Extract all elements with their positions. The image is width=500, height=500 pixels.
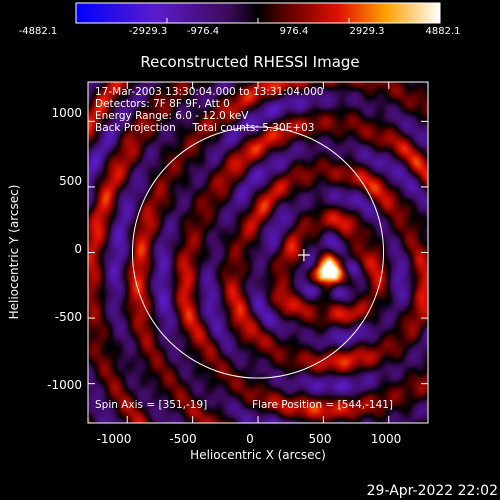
y-tick-label: 1000 bbox=[51, 106, 82, 120]
colorbar-tick-label: -4882.1 bbox=[18, 26, 58, 37]
x-tick-label: -500 bbox=[169, 432, 197, 446]
colorbar-tick-label: -976.4 bbox=[186, 26, 220, 37]
x-axis-label: Heliocentric X (arcsec) bbox=[190, 448, 326, 462]
y-tick-label: -500 bbox=[54, 310, 82, 324]
heatmap-canvas bbox=[88, 82, 428, 423]
observation-info: 17-Mar-2003 13:30:04.000 to 13:31:04.000… bbox=[95, 86, 323, 134]
heatmap-image bbox=[88, 82, 428, 423]
colorbar-tick-label: 976.4 bbox=[279, 26, 309, 37]
y-tick-label: -1000 bbox=[47, 378, 82, 392]
y-axis-label: Heliocentric Y (arcsec) bbox=[7, 184, 21, 320]
info-line-detectors: Detectors: 7F 8F 9F, Att 0 bbox=[95, 98, 230, 110]
x-tick-label: -1000 bbox=[96, 432, 132, 446]
info-line-method: Back Projection Total counts: 5.30E+03 bbox=[95, 122, 315, 134]
spin-axis-label: Spin Axis = [351,-19] bbox=[95, 399, 208, 411]
solar-limb-circle bbox=[131, 126, 385, 379]
colorbar-tick-marks bbox=[75, 18, 441, 23]
colorbar bbox=[75, 2, 441, 24]
y-tick-label: 500 bbox=[59, 174, 82, 188]
plot-timestamp: 29-Apr-2022 22:02 bbox=[366, 483, 498, 499]
axis-ticks bbox=[88, 82, 428, 423]
colorbar-tick-label: 4882.1 bbox=[425, 26, 461, 37]
info-line-energy: Energy Range: 6.0 - 12.0 keV bbox=[95, 110, 249, 122]
colorbar-tick-label: -2929.3 bbox=[128, 26, 168, 37]
x-tick-label: 0 bbox=[246, 432, 254, 446]
x-tick-label: 500 bbox=[308, 432, 332, 446]
spin-axis-cross-icon bbox=[297, 248, 310, 261]
info-line-time: 17-Mar-2003 13:30:04.000 to 13:31:04.000 bbox=[95, 86, 324, 98]
x-tick-label: 1000 bbox=[370, 432, 402, 446]
flare-position-label: Flare Position = [544,-141] bbox=[252, 399, 394, 411]
y-tick-label: 0 bbox=[74, 242, 82, 256]
colorbar-tick-label: 2929.3 bbox=[349, 26, 385, 37]
chart-title: Reconstructed RHESSI Image bbox=[140, 53, 360, 71]
